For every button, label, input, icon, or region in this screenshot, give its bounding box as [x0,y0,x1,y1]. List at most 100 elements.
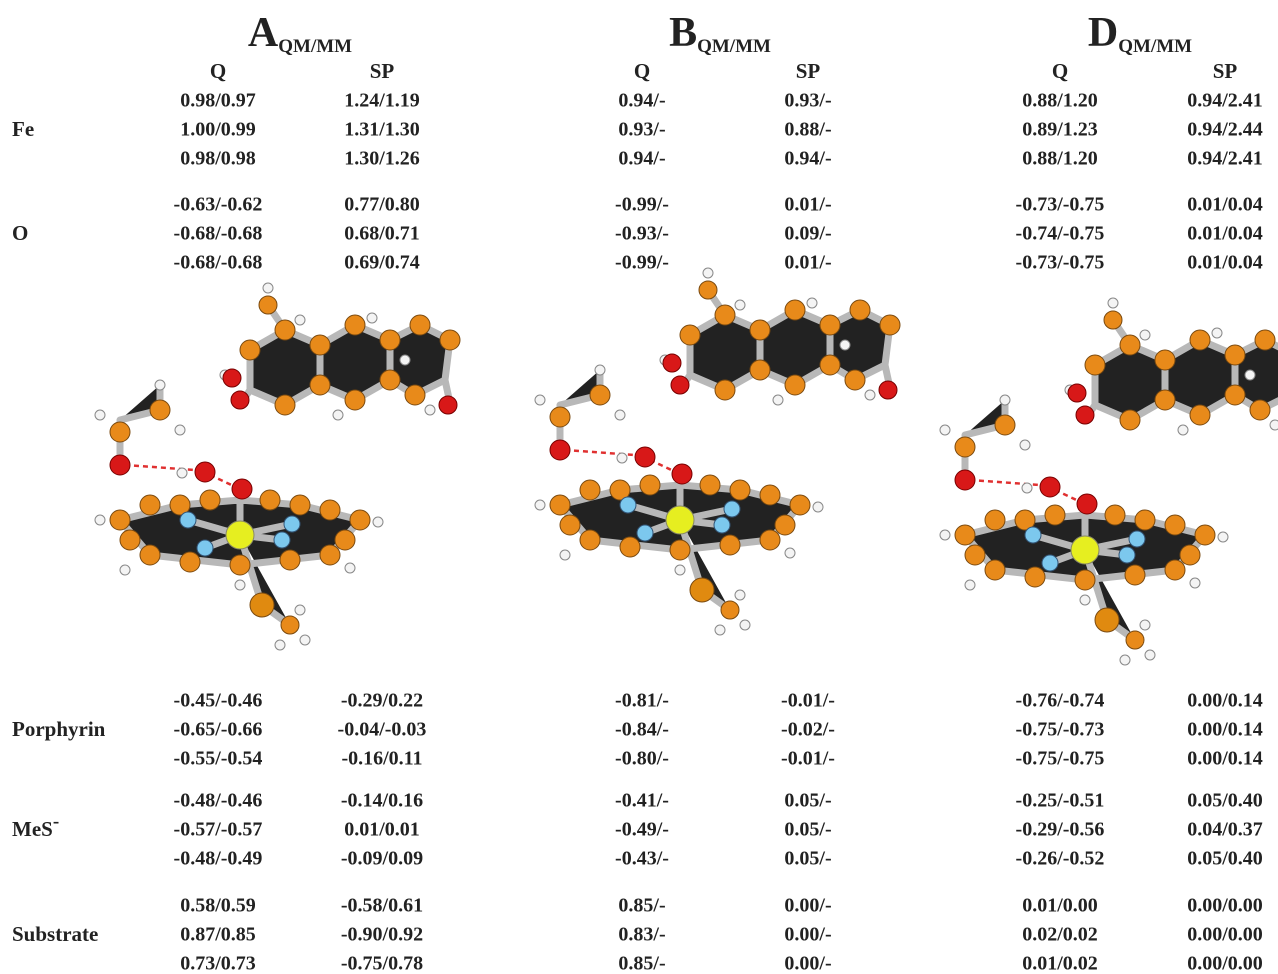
table-value: 0.00/0.14 [1187,719,1263,741]
table-value: -0.99/- [615,194,669,216]
table-value: 0.77/0.80 [344,194,420,216]
table-value: 0.04/0.37 [1187,819,1263,841]
table-value: 1.31/1.30 [344,119,420,141]
table-value: -0.63/-0.62 [174,194,263,216]
table-value: -0.49/- [615,819,669,841]
table-value: -0.04/-0.03 [338,719,427,741]
group-name: Fe [12,117,34,141]
table-value: 0.85/- [618,895,665,917]
table-value: -0.84/- [615,719,669,741]
table-value: -0.75/-0.75 [1016,748,1105,770]
table-value: -0.01/- [781,748,835,770]
table-value: -0.25/-0.51 [1016,790,1105,812]
table-value: 0.05/- [784,819,831,841]
table-value: -0.48/-0.46 [174,790,263,812]
molecule-a [95,283,460,650]
table-value: 0.85/- [618,953,665,974]
table-value: -0.55/-0.54 [174,748,263,770]
table-value: 0.83/- [618,924,665,946]
table-value: 0.01/0.04 [1187,252,1263,274]
table-value: -0.81/- [615,690,669,712]
table-value: 0.98/0.97 [180,90,256,112]
table-value: 0.98/0.98 [180,148,256,170]
table-value: 0.94/- [618,90,665,112]
table-value: 0.05/0.40 [1187,790,1263,812]
table-value: 0.87/0.85 [180,924,256,946]
group-name: MeS [12,817,53,841]
table-value: -0.80/- [615,748,669,770]
table-value: -0.48/-0.49 [174,848,263,870]
panel-title: DQM/MM [1088,10,1192,58]
table-value: 0.88/1.20 [1022,90,1098,112]
table-value: -0.29/-0.56 [1016,819,1105,841]
table-value: -0.14/0.16 [341,790,423,812]
table-value: -0.75/-0.73 [1016,719,1105,741]
table-value: 0.09/- [784,223,831,245]
molecule-d [940,298,1278,665]
panel-title: BQM/MM [669,10,771,58]
table-value: 0.05/0.40 [1187,848,1263,870]
table-value: -0.41/- [615,790,669,812]
table-value: 0.01/0.00 [1022,895,1098,917]
table-value: 0.94/2.41 [1187,90,1263,112]
table-value: 0.01/0.04 [1187,194,1263,216]
table-value: 0.00/0.00 [1187,895,1263,917]
column-header: SP [796,59,821,83]
group-name: Porphyrin [12,717,106,741]
panel-letter: D [1088,10,1118,56]
table-value: 0.93/- [784,90,831,112]
table-value: -0.73/-0.75 [1016,194,1105,216]
table-value: 0.93/- [618,119,665,141]
group-label: Porphyrin [12,717,106,741]
panel-subscript: QM/MM [278,36,352,57]
group-name: Substrate [12,922,98,946]
table-value: -0.65/-0.66 [174,719,263,741]
table-value: -0.93/- [615,223,669,245]
column-header: SP [370,59,395,83]
table-value: -0.26/-0.52 [1016,848,1105,870]
group-label: O [12,221,28,245]
table-value: -0.57/-0.57 [174,819,263,841]
column-header: Q [1052,59,1068,83]
table-value: 1.00/0.99 [180,119,256,141]
table-value: 0.89/1.23 [1022,119,1098,141]
column-header: Q [210,59,226,83]
table-value: -0.73/-0.75 [1016,252,1105,274]
table-value: 0.00/0.00 [1187,924,1263,946]
table-value: -0.74/-0.75 [1016,223,1105,245]
table-value: -0.75/0.78 [341,953,423,974]
column-header: Q [634,59,650,83]
panel-subscript: QM/MM [697,36,771,57]
table-value: 0.01/- [784,194,831,216]
table-value: -0.45/-0.46 [174,690,263,712]
group-label: Fe [12,117,34,141]
table-value: -0.29/0.22 [341,690,423,712]
table-value: -0.02/- [781,719,835,741]
table-value: 0.01/0.01 [344,819,420,841]
table-value: 0.01/0.02 [1022,953,1098,974]
panel-letter: A [248,10,279,56]
table-value: -0.16/0.11 [341,748,422,770]
group-superscript: - [53,811,59,832]
table-value: -0.68/-0.68 [174,223,263,245]
table-value: 0.00/0.00 [1187,953,1263,974]
table-value: 0.00/0.14 [1187,748,1263,770]
table-value: -0.58/0.61 [341,895,423,917]
table-value: 0.00/- [784,895,831,917]
table-value: 0.88/1.20 [1022,148,1098,170]
table-value: 0.00/- [784,953,831,974]
table-value: -0.01/- [781,690,835,712]
table-value: 0.68/0.71 [344,223,420,245]
panel-subscript: QM/MM [1118,36,1192,57]
table-value: 0.05/- [784,790,831,812]
table-value: 1.30/1.26 [344,148,420,170]
group-label: MeS- [12,811,59,840]
table-value: 0.00/0.14 [1187,690,1263,712]
table-value: -0.76/-0.74 [1016,690,1105,712]
panel-letter: B [669,10,697,56]
molecule-b [535,268,900,635]
table-value: 0.88/- [784,119,831,141]
table-value: 1.24/1.19 [344,90,420,112]
group-label: Substrate [12,922,98,946]
table-value: 0.58/0.59 [180,895,256,917]
